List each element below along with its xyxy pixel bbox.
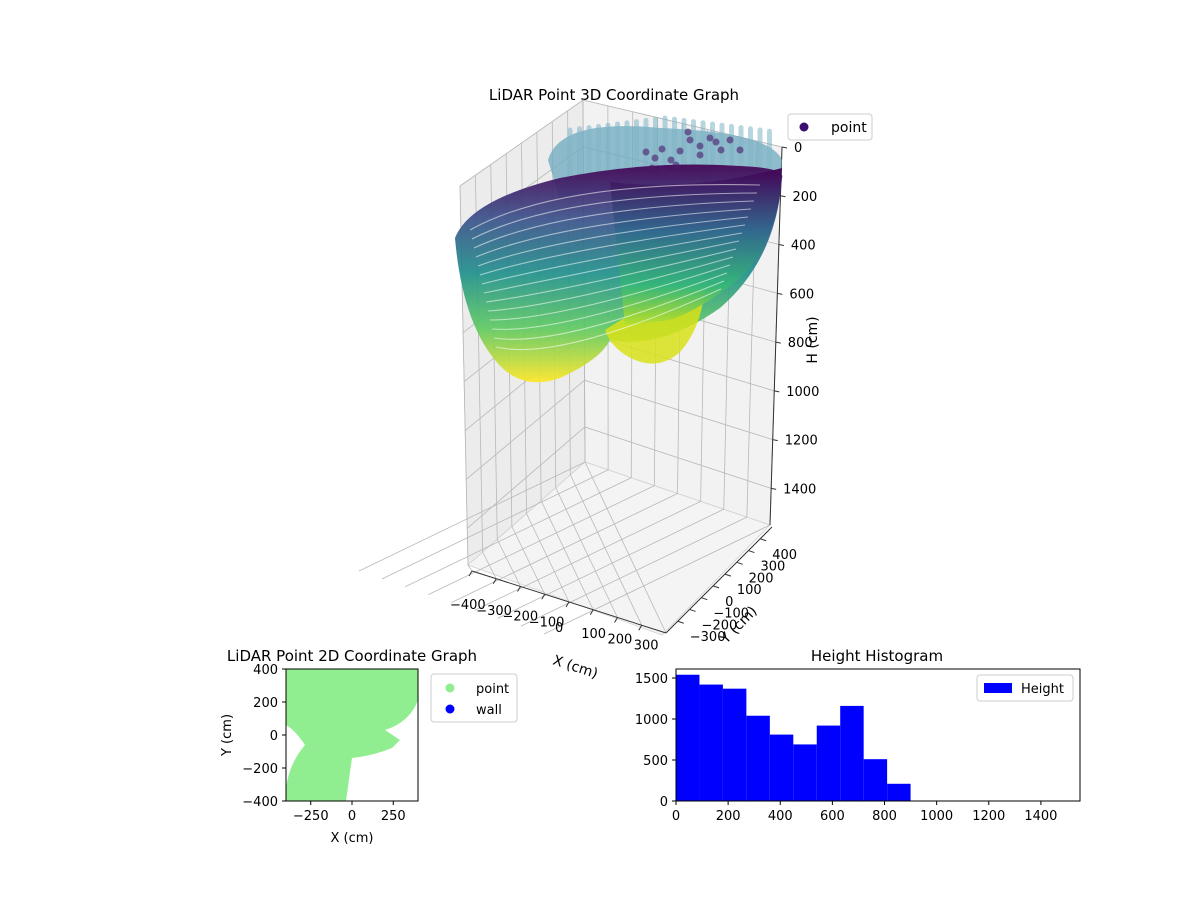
histogram-y-tick-label: 0 <box>660 795 668 810</box>
histogram-x-tick-label: 800 <box>872 809 897 824</box>
y-tick-label: 200 <box>749 571 774 586</box>
y-tick-label-2d: 200 <box>253 696 278 711</box>
histogram-x-tick-label: 1000 <box>920 809 953 824</box>
histogram-bar <box>746 715 770 801</box>
z-tick-label: 200 <box>792 190 817 205</box>
z-tick-label: 1200 <box>785 434 818 449</box>
x-axis-label-2d: X (cm) <box>331 831 374 846</box>
ticks-2d: −250 0 250 400 200 0 −200 −400 <box>242 663 405 824</box>
y-tick-label-2d: 0 <box>270 729 278 744</box>
y-tick-label: −100 <box>713 607 749 622</box>
z-tick-label: 400 <box>791 239 816 254</box>
histogram-bars <box>676 674 911 801</box>
legend-2d-point-label: point <box>476 682 509 697</box>
chart-2d-title: LiDAR Point 2D Coordinate Graph <box>227 647 477 665</box>
histogram-frame <box>675 668 1081 802</box>
x-tick-label: −300 <box>476 604 512 619</box>
x-tick-label: −100 <box>529 615 565 630</box>
legend-3d-marker <box>799 122 809 132</box>
x-axis-label-3d: X (cm) <box>551 653 600 683</box>
histogram-x-tick-label: 1200 <box>972 809 1005 824</box>
histogram-y-tick-label: 1000 <box>635 713 668 728</box>
legend-histogram-swatch <box>984 683 1012 693</box>
histogram-ticks: 0 200 400 600 800 1000 1200 1400 0 500 1000 1500 <box>635 672 1058 824</box>
y-tick-label: 300 <box>760 560 785 575</box>
legend-2d-point-marker <box>445 683 455 693</box>
histogram-bar <box>816 725 841 801</box>
x-tick-label-2d: 250 <box>381 809 406 824</box>
z-tick-label: 1000 <box>786 385 819 400</box>
x-tick-label: 0 <box>555 621 563 636</box>
histogram-bar <box>793 744 817 801</box>
z-tick-label: 1400 <box>783 482 816 497</box>
z-tick-label: 0 <box>794 141 802 156</box>
histogram-x-tick-label: 1400 <box>1024 809 1057 824</box>
y-tick-label-2d: −200 <box>242 762 278 777</box>
point-cloud <box>455 115 783 383</box>
point-region-shape <box>286 669 418 801</box>
z-tick-label: 800 <box>788 336 813 351</box>
histogram-bar <box>769 734 794 801</box>
y-tick-label: 100 <box>737 583 762 598</box>
histogram-x-tick-label: 200 <box>716 809 741 824</box>
x-tick-label: −400 <box>450 598 486 613</box>
histogram-y-tick-label: 500 <box>643 754 668 769</box>
histogram-x-tick-label: 600 <box>820 809 845 824</box>
legend-2d: point wall <box>430 673 518 723</box>
z-axis-line <box>769 146 783 526</box>
histogram-bar <box>840 705 864 801</box>
chart-2d: LiDAR Point 2D Coordinate Graph −250 0 250… <box>220 647 518 846</box>
y-tick-label-2d: 400 <box>253 663 278 678</box>
legend-2d-wall-label: wall <box>476 703 502 718</box>
cloud-rings <box>469 184 761 351</box>
histogram-bar <box>699 684 723 801</box>
x-tick-label: 300 <box>634 638 659 653</box>
y-tick-label: −300 <box>690 630 726 645</box>
x-ticks-3d: −400−300−200−1000 100 200 300 <box>450 570 659 653</box>
histogram-y-tick-label: 1500 <box>635 672 668 687</box>
legend-histogram: Height <box>976 674 1074 702</box>
x-tick-label: −200 <box>503 610 539 625</box>
histogram-bar <box>676 674 700 801</box>
chart-histogram: Height Histogram 0 200 400 600 800 1000 1200 14… <box>635 647 1081 824</box>
histogram-title: Height Histogram <box>811 647 943 665</box>
z-axis-label-3d: H (cm) <box>805 316 821 363</box>
chart-3d-title: LiDAR Point 3D Coordinate Graph <box>489 86 739 104</box>
histogram-bar <box>863 759 888 801</box>
y-axis-line <box>665 526 773 634</box>
z-ticks-3d: 0 200 400 600 800 1000 1200 1400 <box>771 141 819 497</box>
y-tick-label-2d: −400 <box>242 795 278 810</box>
x-tick-label: 100 <box>581 627 606 642</box>
histogram-bar <box>722 688 747 801</box>
x-tick-label: 200 <box>608 633 633 648</box>
y-tick-label: 400 <box>772 548 797 563</box>
legend-2d-wall-marker <box>445 704 455 714</box>
point-region <box>286 669 418 801</box>
chart-3d: LiDAR Point 3D Coordinate Graph −400−300… <box>358 86 873 683</box>
y-tick-label: −200 <box>702 618 738 633</box>
legend-3d-label: point <box>831 120 867 136</box>
z-tick-label: 600 <box>789 287 814 302</box>
cloud-top-dots <box>642 128 744 174</box>
x-tick-label-2d: 0 <box>348 809 356 824</box>
y-tick-label: 0 <box>725 595 733 610</box>
x-tick-label-2d: −250 <box>293 809 329 824</box>
legend-histogram-label: Height <box>1021 682 1064 697</box>
histogram-x-tick-label: 400 <box>768 809 793 824</box>
legend-3d: point <box>787 113 873 141</box>
y-axis-label-2d: Y (cm) <box>220 714 235 757</box>
histogram-x-tick-label: 0 <box>672 809 680 824</box>
histogram-bar <box>887 783 911 801</box>
